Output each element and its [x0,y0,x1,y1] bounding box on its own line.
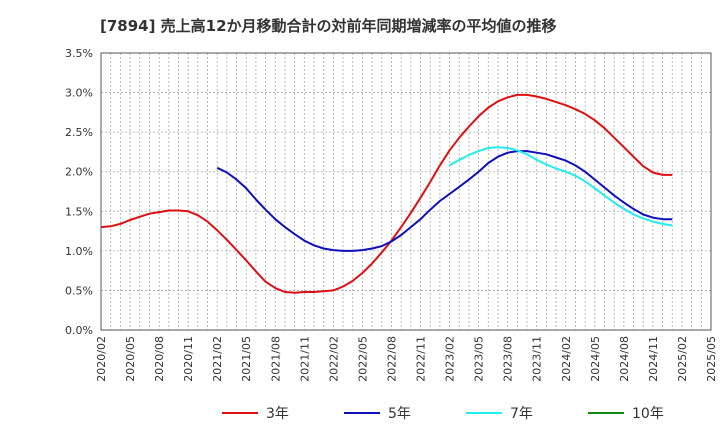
x-tick-label: 2021/11 [298,336,311,382]
plot-frame [100,52,712,331]
x-tick-label: 2021/05 [240,336,253,382]
x-tick-label: 2023/05 [473,336,486,382]
x-tick-label: 2024/02 [560,336,573,382]
x-tick-label: 2024/11 [647,336,660,382]
legend-label: 7年 [510,406,533,422]
x-tick-label: 2020/08 [153,336,166,382]
y-tick-label: 3.0% [65,87,93,100]
x-tick-label: 2020/02 [95,336,108,382]
x-tick-label: 2025/02 [676,336,689,382]
x-tick-label: 2024/08 [618,336,631,382]
y-tick-label: 2.5% [65,126,93,139]
legend-label: 10年 [632,406,664,422]
series-line-7年 [449,146,673,227]
x-axis-ticks: 2020/02 2020/05 2020/08 2020/11 2021/02 2021/… [95,336,718,382]
x-tick-label: 2023/08 [502,336,515,382]
x-tick-label: 2022/11 [415,336,428,382]
y-tick-label: 1.5% [65,205,93,218]
x-tick-label: 2024/05 [589,336,602,382]
x-tick-label: 2020/11 [182,336,195,382]
y-tick-label: 2.0% [65,166,93,179]
legend: 3年 5年 7年 10年 [222,406,664,422]
grid [101,53,711,330]
x-tick-label: 2022/02 [327,336,340,382]
x-tick-label: 2025/05 [705,336,718,382]
legend-label: 3年 [266,406,289,422]
y-tick-label: 0.5% [65,284,93,297]
x-tick-label: 2020/05 [124,336,137,382]
x-tick-label: 2023/11 [531,336,544,382]
x-tick-label: 2023/02 [444,336,457,382]
y-axis-ticks: 0.0% 0.5% 1.0% 1.5% 2.0% 2.5% 3.0% 3.5% [65,47,93,337]
legend-label: 5年 [388,406,411,422]
y-tick-label: 0.0% [65,324,93,337]
x-tick-label: 2021/02 [211,336,224,382]
y-tick-label: 1.0% [65,245,93,258]
chart-title: [7894] 売上高12か月移動合計の対前年同期増減率の平均値の推移 [100,17,557,35]
y-tick-label: 3.5% [65,47,93,60]
x-tick-label: 2022/05 [356,336,369,382]
series-line-3年 [100,93,673,294]
x-tick-label: 2021/08 [269,336,282,382]
series-line-5年 [216,150,673,252]
x-tick-label: 2022/08 [385,336,398,382]
series-lines [100,93,673,294]
